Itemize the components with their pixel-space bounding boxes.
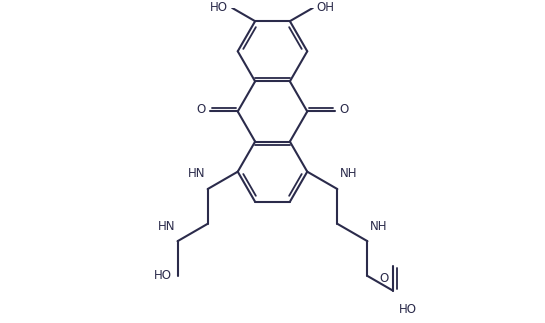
Text: O: O <box>197 103 206 116</box>
Text: O: O <box>379 272 388 285</box>
Text: HN: HN <box>187 167 205 180</box>
Text: O: O <box>339 103 348 116</box>
Text: NH: NH <box>370 220 387 233</box>
Text: OH: OH <box>317 1 335 15</box>
Text: HN: HN <box>158 220 175 233</box>
Text: HO: HO <box>154 269 172 282</box>
Text: NH: NH <box>340 167 358 180</box>
Text: HO: HO <box>399 303 417 316</box>
Text: HO: HO <box>210 1 228 15</box>
